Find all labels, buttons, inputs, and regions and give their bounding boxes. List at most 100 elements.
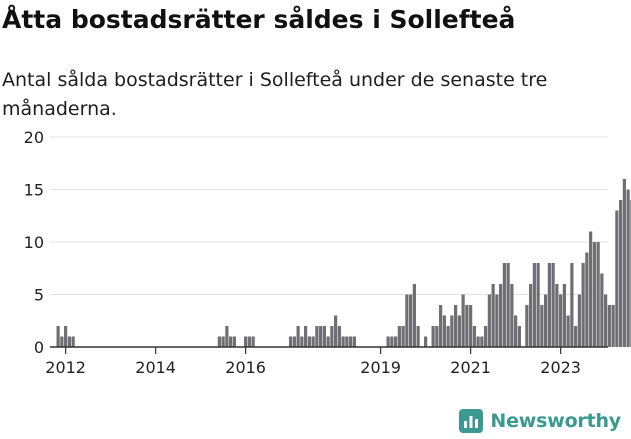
bar: [416, 326, 420, 347]
bar: [596, 242, 600, 347]
bars: [56, 179, 631, 347]
bar: [559, 294, 563, 347]
bar: [607, 305, 611, 347]
bar: [56, 326, 60, 347]
bar: [390, 336, 394, 347]
bar: [446, 326, 450, 347]
bar: [67, 336, 71, 347]
bar: [315, 326, 319, 347]
bar: [469, 305, 473, 347]
bar: [326, 336, 330, 347]
chart-subtitle: Antal sålda bostadsrätter i Sollefteå un…: [2, 69, 548, 120]
bar: [611, 305, 615, 347]
x-axis-ticks: 2012201420162019202120232025: [45, 347, 631, 377]
bar: [450, 315, 454, 347]
bar: [461, 294, 465, 347]
bar: [289, 336, 293, 347]
bar: [345, 336, 349, 347]
bar: [544, 294, 548, 347]
bar: [619, 200, 623, 347]
newsworthy-brand: Newsworthy: [459, 409, 621, 433]
bar: [431, 326, 435, 347]
bar: [577, 294, 581, 347]
x-tick-label: 2014: [135, 358, 176, 377]
bar: [536, 263, 540, 347]
y-tick-label: 10: [24, 233, 44, 252]
bar: [532, 263, 536, 347]
bar: [517, 326, 521, 347]
y-tick-label: 0: [34, 338, 44, 357]
bar: [454, 305, 458, 347]
x-tick-label: 2019: [360, 358, 401, 377]
bar: [225, 326, 229, 347]
bar: [585, 252, 589, 347]
bar: [296, 326, 300, 347]
bar: [487, 294, 491, 347]
bar: [412, 284, 416, 347]
bar: [547, 263, 551, 347]
bar: [409, 294, 413, 347]
bar: [581, 263, 585, 347]
bar: [397, 326, 401, 347]
bar: [229, 336, 233, 347]
bar: [562, 284, 566, 347]
bar: [529, 284, 533, 347]
bar: [386, 336, 390, 347]
bar: [510, 284, 514, 347]
bar: [476, 336, 480, 347]
bar: [334, 315, 338, 347]
chart-title: Åtta bostadsrätter såldes i Sollefteå: [2, 5, 516, 34]
bar: [304, 326, 308, 347]
bar: [401, 326, 405, 347]
bar: [319, 326, 323, 347]
bar: [394, 336, 398, 347]
bar: [64, 326, 68, 347]
bar: [251, 336, 255, 347]
bar: [589, 231, 593, 347]
bar: [604, 294, 608, 347]
y-tick-label: 5: [34, 286, 44, 305]
bar: [495, 294, 499, 347]
bar: [232, 336, 236, 347]
x-tick-label: 2021: [450, 358, 491, 377]
bar: [626, 189, 630, 347]
bar: [435, 326, 439, 347]
bar: [566, 315, 570, 347]
bar: [330, 326, 334, 347]
bar: [484, 326, 488, 347]
bar: [499, 284, 503, 347]
bar: [525, 305, 529, 347]
bar: [540, 305, 544, 347]
gridlines: [50, 136, 608, 295]
bar: [349, 336, 353, 347]
bar: [600, 273, 604, 347]
bar: [442, 315, 446, 347]
bar: [514, 315, 518, 347]
bar: [244, 336, 248, 347]
bar: [405, 294, 409, 347]
bar: [570, 263, 574, 347]
bar: [322, 326, 326, 347]
bar: [60, 336, 64, 347]
y-axis-labels: 0 5 10 15 20: [24, 128, 44, 357]
bar: [574, 326, 578, 347]
bar: [551, 263, 555, 347]
y-tick-label: 15: [24, 181, 44, 200]
bar: [352, 336, 356, 347]
bar: [424, 336, 428, 347]
bar: [300, 336, 304, 347]
bar: [506, 263, 510, 347]
y-tick-label: 20: [24, 128, 44, 147]
bar: [502, 263, 506, 347]
bar: [615, 210, 619, 347]
bar: [292, 336, 296, 347]
bar: [592, 242, 596, 347]
bar: [480, 336, 484, 347]
bar: [491, 284, 495, 347]
bar: [71, 336, 75, 347]
x-tick-label: 2012: [45, 358, 86, 377]
x-tick-label: 2023: [540, 358, 581, 377]
bar: [472, 326, 476, 347]
bar: [337, 326, 341, 347]
